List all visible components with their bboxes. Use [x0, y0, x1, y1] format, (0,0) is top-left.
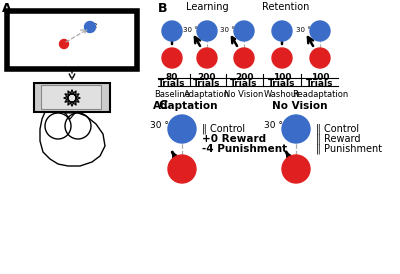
Circle shape — [162, 48, 182, 68]
Text: 80: 80 — [166, 73, 178, 82]
Text: Adaptation: Adaptation — [184, 90, 230, 99]
Text: B: B — [158, 2, 168, 15]
Circle shape — [310, 48, 330, 68]
Circle shape — [272, 21, 292, 41]
Text: Trials: Trials — [193, 79, 221, 88]
Text: A: A — [2, 2, 12, 15]
Circle shape — [234, 21, 254, 41]
Text: Adaptation: Adaptation — [153, 101, 219, 111]
Text: -4 Punishment: -4 Punishment — [202, 144, 287, 154]
Circle shape — [197, 48, 217, 68]
Circle shape — [310, 21, 330, 41]
Circle shape — [282, 155, 310, 183]
Text: Trials: Trials — [268, 79, 296, 88]
Text: Learning: Learning — [186, 2, 228, 12]
Circle shape — [168, 155, 196, 183]
Text: Baseline: Baseline — [154, 90, 190, 99]
Text: 30 °: 30 ° — [296, 27, 311, 33]
Circle shape — [60, 39, 68, 48]
Text: +0 Reward: +0 Reward — [202, 134, 266, 144]
Text: 30 °: 30 ° — [264, 121, 283, 130]
Circle shape — [234, 48, 254, 68]
Bar — [7, 11, 137, 69]
Text: No Vision: No Vision — [224, 90, 264, 99]
Text: Retention: Retention — [262, 2, 310, 12]
Circle shape — [84, 21, 96, 33]
Circle shape — [282, 115, 310, 143]
Bar — [41, 85, 101, 109]
Text: Trials: Trials — [230, 79, 258, 88]
Text: 2: 2 — [93, 23, 97, 29]
Text: 30 °: 30 ° — [150, 121, 169, 130]
Text: Washout: Washout — [264, 90, 300, 99]
Text: Readaptation: Readaptation — [292, 90, 348, 99]
Bar — [34, 83, 110, 112]
Text: ‖ Reward: ‖ Reward — [316, 134, 360, 144]
Text: 200: 200 — [198, 73, 216, 82]
Circle shape — [162, 21, 182, 41]
Text: 100: 100 — [311, 73, 329, 82]
Text: ‖ Punishment: ‖ Punishment — [316, 144, 382, 155]
Text: Trials: Trials — [158, 79, 186, 88]
Text: ‖ Control: ‖ Control — [202, 124, 245, 135]
Text: 100: 100 — [273, 73, 291, 82]
Text: No Vision: No Vision — [272, 101, 328, 111]
Text: 30 °: 30 ° — [183, 27, 198, 33]
Text: ‖ Control: ‖ Control — [316, 124, 359, 135]
Text: Trials: Trials — [306, 79, 334, 88]
Circle shape — [197, 21, 217, 41]
Circle shape — [272, 48, 292, 68]
Text: 200: 200 — [235, 73, 253, 82]
Text: C: C — [158, 99, 167, 112]
Circle shape — [168, 115, 196, 143]
Text: 30 °: 30 ° — [220, 27, 235, 33]
